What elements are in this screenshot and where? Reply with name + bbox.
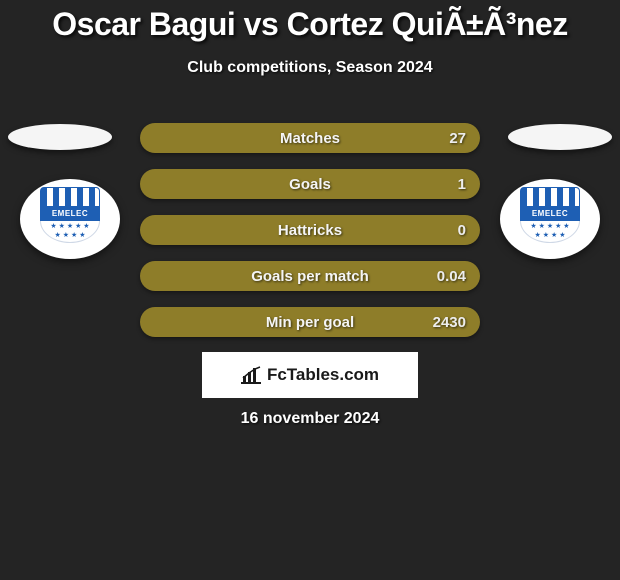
stat-row: Min per goal 2430 [140, 307, 480, 337]
stat-label: Goals per match [251, 268, 369, 285]
stat-label: Hattricks [278, 222, 342, 239]
fctables-chart-icon [241, 366, 261, 384]
page-title: Oscar Bagui vs Cortez QuiÃ±Ã³nez [0, 0, 620, 43]
date-label: 16 november 2024 [0, 410, 620, 428]
emelec-shield-icon: EMELEC ★ ★ ★ ★ ★ ★ ★ ★ ★ [40, 187, 100, 251]
stat-label: Goals [289, 176, 331, 193]
club-badge-left: EMELEC ★ ★ ★ ★ ★ ★ ★ ★ ★ [20, 179, 120, 259]
stat-value: 2430 [433, 314, 466, 331]
stat-value: 27 [449, 130, 466, 147]
brand-attribution: FcTables.com [202, 352, 418, 398]
stat-value: 0.04 [437, 268, 466, 285]
brand-label: FcTables.com [267, 365, 379, 385]
stat-row: Matches 27 [140, 123, 480, 153]
stat-row: Hattricks 0 [140, 215, 480, 245]
subtitle: Club competitions, Season 2024 [0, 59, 620, 77]
stat-value: 1 [458, 176, 466, 193]
stat-label: Matches [280, 130, 340, 147]
player-avatar-left [8, 124, 112, 150]
stat-label: Min per goal [266, 314, 354, 331]
stat-row: Goals 1 [140, 169, 480, 199]
player-avatar-right [508, 124, 612, 150]
stat-row: Goals per match 0.04 [140, 261, 480, 291]
stats-list: Matches 27 Goals 1 Hattricks 0 Goals per… [140, 123, 480, 353]
emelec-shield-icon: EMELEC ★ ★ ★ ★ ★ ★ ★ ★ ★ [520, 187, 580, 251]
club-badge-right: EMELEC ★ ★ ★ ★ ★ ★ ★ ★ ★ [500, 179, 600, 259]
stat-value: 0 [458, 222, 466, 239]
